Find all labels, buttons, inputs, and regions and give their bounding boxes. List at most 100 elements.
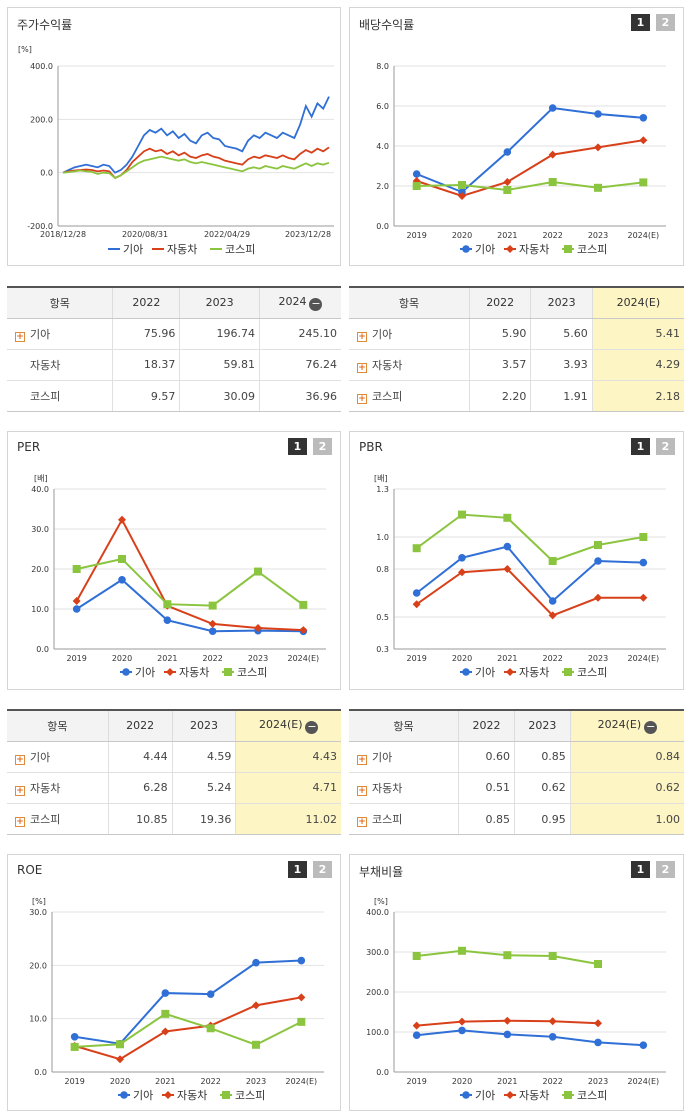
page-1-button[interactable]: 1 — [288, 861, 307, 878]
data-point — [458, 192, 466, 200]
cell: 0.84 — [569, 741, 684, 773]
expand-icon[interactable]: + — [357, 754, 367, 765]
data-point — [161, 1009, 170, 1018]
cell: 76.24 — [258, 349, 341, 382]
data-point — [548, 1033, 557, 1041]
data-point — [222, 1091, 230, 1099]
data-point — [503, 148, 512, 156]
data-point — [299, 600, 308, 609]
expand-icon[interactable]: + — [357, 394, 367, 405]
y-axis-unit: [%] — [374, 897, 388, 906]
legend-label: 코스피 — [225, 243, 255, 256]
data-point — [72, 565, 81, 573]
x-tick-label: 2021 — [155, 1077, 175, 1086]
data-point — [163, 600, 172, 609]
x-tick-label: 2024(E) — [286, 1077, 318, 1086]
series-line — [416, 139, 644, 198]
data-point — [254, 624, 262, 633]
legend-label: 기아 — [133, 1089, 153, 1102]
data-point — [208, 601, 217, 610]
col-header: 2023 — [171, 711, 236, 742]
y-axis-unit: [배] — [34, 474, 48, 483]
data-point — [412, 182, 421, 190]
panel-title: PBR — [359, 440, 383, 454]
expand-icon[interactable]: + — [15, 331, 25, 342]
y-tick-label: -200.0 — [27, 222, 53, 231]
collapse-icon[interactable]: − — [305, 719, 319, 734]
x-tick-label: 2020 — [112, 654, 132, 663]
expand-icon[interactable]: + — [357, 331, 367, 342]
expand-icon[interactable]: + — [15, 754, 25, 765]
roe-panel: ROE 1 2 0.0 10.0 20.0 30.0 [%] 2019 2020 2021 20… — [7, 854, 341, 1111]
page-1-button[interactable]: 1 — [631, 14, 650, 31]
legend-label: 기아 — [135, 666, 155, 679]
col-header-2024e: 2024(E) − — [235, 711, 341, 742]
col-header-2024e: 2024(E) − — [569, 711, 684, 742]
col-header: 항목 — [7, 711, 109, 742]
data-point — [506, 245, 514, 253]
page-2-button[interactable]: 2 — [656, 438, 675, 455]
data-point — [594, 541, 602, 549]
cell: 2.20 — [468, 380, 531, 411]
data-point — [639, 136, 648, 145]
data-point — [548, 557, 557, 565]
page-2-button[interactable]: 2 — [313, 861, 332, 878]
data-point — [118, 515, 126, 524]
data-point — [594, 593, 602, 602]
page-1-button[interactable]: 1 — [288, 438, 307, 455]
cell: 0.51 — [458, 772, 515, 805]
expand-icon[interactable]: + — [357, 817, 367, 828]
data-point — [252, 1001, 260, 1010]
x-tick-label: 2019 — [406, 654, 426, 663]
page-1-button[interactable]: 1 — [631, 438, 650, 455]
expand-icon[interactable]: + — [15, 817, 25, 828]
data-point — [503, 951, 512, 960]
y-tick-label: 0.8 — [376, 565, 389, 574]
cell: 19.36 — [171, 803, 236, 834]
expand-icon[interactable]: + — [357, 785, 367, 796]
page-1-button[interactable]: 1 — [631, 861, 650, 878]
series-line — [75, 517, 304, 632]
legend-label: 코스피 — [577, 1089, 607, 1102]
collapse-icon[interactable]: − — [644, 719, 658, 734]
legend-label: 자동차 — [179, 666, 209, 679]
col-header: 2022 — [458, 711, 515, 742]
data-point — [503, 565, 512, 573]
page-2-button[interactable]: 2 — [656, 14, 675, 31]
x-tick-label: 2022 — [542, 654, 562, 663]
expand-icon[interactable]: + — [357, 362, 367, 373]
data-point — [564, 245, 572, 253]
col-header: 2023 — [530, 288, 593, 319]
data-point — [206, 990, 215, 998]
col-header-label: 2024(E) — [258, 717, 303, 731]
series-line — [416, 567, 644, 617]
x-tick-label: 2021 — [497, 654, 517, 663]
x-tick-label: 2021 — [157, 654, 177, 663]
col-header: 2022 — [107, 711, 173, 742]
row-label: + 기아 — [349, 741, 459, 773]
data-point — [412, 1021, 421, 1030]
x-tick-label: 2023/12/28 — [285, 230, 331, 239]
debt-ratio-chart: 0.0 100.0 200.0 300.0 400.0 [%] 2019 2020 2021 20… — [366, 897, 666, 1102]
x-tick-label: 2022 — [202, 654, 222, 663]
x-tick-label: 2024(E) — [628, 231, 660, 240]
page-2-button[interactable]: 2 — [656, 861, 675, 878]
collapse-icon[interactable]: − — [309, 296, 323, 311]
table-row: 코스피 9.57 30.09 36.96 — [7, 380, 341, 411]
cell: 0.85 — [513, 741, 571, 773]
per-panel: PER 1 2 0.0 10.0 20.0 30.0 40.0 [배] 2019 2020 20… — [7, 431, 341, 690]
panel-title: 부채비율 — [359, 865, 404, 879]
data-point — [639, 533, 648, 541]
dividend-table: 항목 2022 2023 2024(E) + 기아 5.90 5.60 5.41 … — [349, 286, 684, 412]
y-tick-label: 8.0 — [376, 62, 389, 71]
col-header: 항목 — [7, 288, 113, 319]
x-tick-label: 2023 — [588, 654, 608, 663]
page-2-button[interactable]: 2 — [313, 438, 332, 455]
data-point — [164, 1091, 172, 1099]
data-point — [462, 668, 470, 676]
expand-icon[interactable]: + — [15, 785, 25, 796]
cell: 30.09 — [179, 380, 260, 411]
x-tick-label: 2020 — [452, 654, 472, 663]
data-point — [458, 510, 466, 519]
cell: 0.85 — [458, 803, 515, 834]
